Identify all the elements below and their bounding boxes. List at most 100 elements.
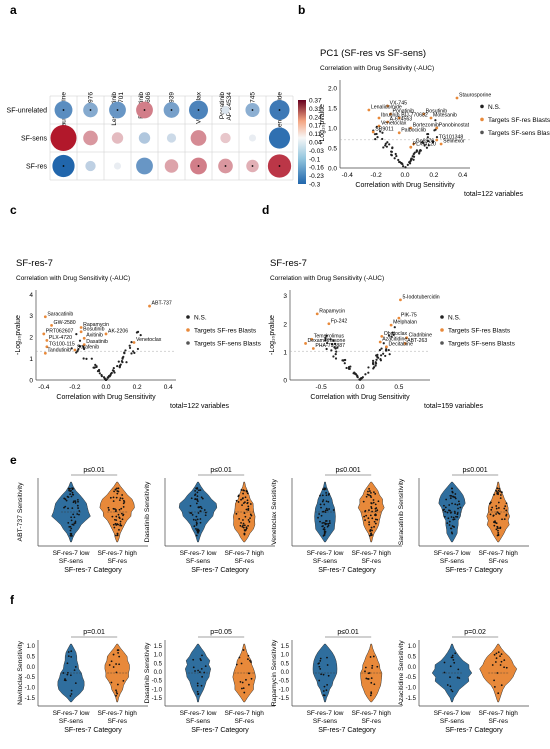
data-point	[443, 504, 445, 507]
group-label: SF-sens	[313, 558, 338, 565]
scatter-point	[123, 351, 126, 354]
x-axis-label: Correlation with Drug Sensitivity	[56, 394, 156, 401]
data-point	[326, 656, 328, 659]
data-point	[66, 662, 69, 665]
total-variables: total=159 variables	[424, 403, 483, 410]
data-point	[322, 673, 325, 676]
data-point	[195, 515, 198, 518]
scatter-point	[96, 370, 100, 373]
data-point	[324, 509, 327, 512]
y-tick-label: 1	[283, 349, 287, 356]
data-point	[69, 695, 72, 697]
group-label: SF-sens	[186, 558, 211, 565]
labeled-point	[79, 326, 83, 329]
data-point	[370, 534, 373, 537]
data-point	[192, 518, 195, 521]
labeled-point	[403, 342, 407, 345]
p-value: p≤0.001	[335, 467, 360, 474]
data-point	[505, 502, 508, 505]
data-point	[318, 513, 321, 515]
data-point	[77, 507, 80, 509]
scatter-point	[426, 132, 429, 136]
scatter-point	[395, 154, 398, 158]
data-point	[238, 517, 241, 520]
data-point	[365, 677, 368, 680]
point-label: BIJ-770682	[401, 113, 428, 119]
data-point	[120, 507, 123, 510]
significance-mark	[197, 109, 200, 111]
scatter-point	[392, 333, 395, 336]
data-point	[119, 520, 122, 523]
data-point	[237, 495, 240, 498]
point-label: PLX-4720	[413, 142, 436, 148]
scatter-point	[342, 359, 345, 362]
data-point	[71, 534, 73, 537]
data-point	[324, 523, 327, 526]
data-point	[370, 507, 373, 510]
point-label: TG101348	[439, 135, 464, 141]
data-point	[246, 492, 249, 495]
data-point	[321, 494, 324, 497]
data-point	[322, 499, 325, 501]
scatter-point	[410, 157, 413, 160]
data-point	[377, 500, 380, 503]
data-point	[250, 661, 252, 663]
legend-marker	[480, 130, 484, 135]
data-point	[194, 498, 196, 501]
data-point	[119, 497, 122, 499]
data-point	[448, 524, 451, 526]
data-point	[240, 498, 242, 501]
data-point	[323, 531, 326, 534]
data-point	[198, 506, 201, 509]
violin-y-tick: 1.0	[154, 653, 163, 659]
legend-entry: N.S.	[488, 104, 501, 111]
significance-mark	[89, 109, 92, 111]
group-label: SF-res-7 low	[434, 710, 471, 717]
violin-y-tick: 0.5	[154, 661, 163, 667]
point-label: 5-Iodotubercidin	[402, 294, 439, 300]
data-point	[456, 515, 459, 518]
panel-label-b: b	[298, 3, 305, 17]
data-point	[196, 690, 199, 693]
data-point	[122, 499, 125, 502]
group-label: SF-sens	[440, 558, 465, 565]
data-point	[63, 497, 66, 500]
legend-entry: Targets SF-sens Blasts	[194, 341, 262, 348]
data-point	[494, 520, 496, 523]
data-point	[455, 515, 457, 518]
data-point	[67, 496, 70, 499]
scatter-point	[431, 140, 435, 143]
scatter-point	[92, 366, 95, 369]
data-point	[326, 525, 329, 528]
data-point	[450, 688, 453, 691]
scatter-point	[100, 373, 103, 377]
heatmap-cell	[136, 157, 153, 175]
chart-subtitle: Correlation with Drug Sensitivity (-AUC)	[270, 275, 384, 282]
point-label: AK-2206	[108, 328, 128, 334]
legend-entry: Targets SF-sens Blasts	[488, 130, 550, 137]
data-point	[375, 507, 378, 509]
scatter-point	[367, 366, 370, 369]
labeled-point	[439, 142, 443, 146]
data-point	[323, 526, 326, 529]
data-point	[192, 666, 195, 669]
data-point	[367, 490, 369, 493]
data-point	[69, 525, 72, 528]
data-point	[323, 503, 326, 506]
labeled-point	[377, 124, 381, 128]
data-point	[74, 500, 77, 503]
scatter-point	[324, 337, 327, 340]
data-point	[249, 659, 251, 662]
data-point	[374, 492, 377, 495]
data-point	[199, 510, 202, 513]
data-point	[121, 518, 124, 521]
labeled-point	[43, 351, 47, 355]
data-point	[245, 526, 248, 529]
labeled-point	[409, 145, 413, 149]
scatter-point	[391, 331, 394, 334]
data-point	[327, 674, 330, 677]
data-point	[363, 515, 366, 518]
data-point	[370, 681, 373, 684]
violin-y-tick: 0.0	[281, 670, 290, 676]
data-point	[454, 497, 457, 500]
